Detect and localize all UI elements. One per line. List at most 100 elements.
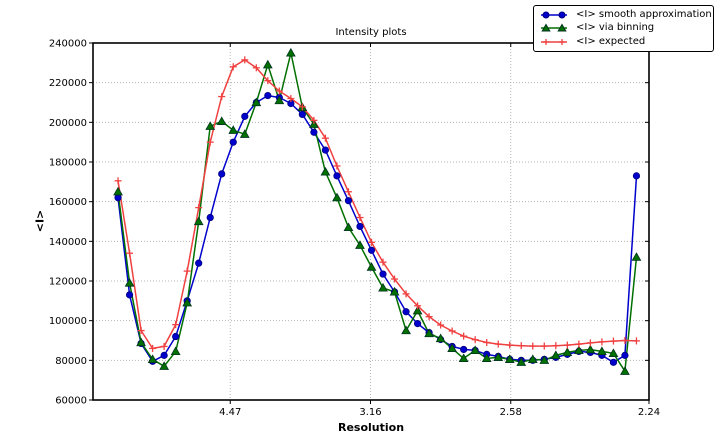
marker-triangle xyxy=(562,347,573,356)
chart-title: Intensity plots xyxy=(335,27,407,38)
marker-circle xyxy=(413,320,422,328)
marker-circle xyxy=(367,246,376,254)
marker-triangle xyxy=(193,216,204,226)
y-tick-label: 80000 xyxy=(55,356,87,367)
marker-triangle xyxy=(262,59,273,69)
marker-circle xyxy=(160,351,168,359)
y-tick-label: 100000 xyxy=(49,316,87,327)
legend-marker-circle-icon xyxy=(541,11,567,19)
marker-triangle xyxy=(170,346,181,356)
series-line-2 xyxy=(117,59,637,350)
marker-triangle xyxy=(435,333,446,343)
y-axis-label: <I> xyxy=(33,209,47,233)
marker-circle xyxy=(218,170,226,178)
marker-triangle xyxy=(527,354,538,363)
marker-triangle xyxy=(493,352,504,361)
x-tick-label: 4.47 xyxy=(219,407,241,418)
marker-triangle xyxy=(182,297,193,307)
marker-triangle xyxy=(504,354,515,363)
marker-triangle xyxy=(205,121,216,130)
y-tick-label: 200000 xyxy=(49,118,87,129)
marker-circle xyxy=(241,112,249,120)
marker-triangle xyxy=(481,353,492,362)
marker-circle xyxy=(621,351,629,359)
marker-triangle xyxy=(539,355,550,364)
marker-circle xyxy=(114,194,122,202)
legend-marker-triangle-icon xyxy=(541,23,567,32)
marker-triangle xyxy=(412,305,423,315)
marker-triangle xyxy=(159,361,170,370)
y-tick-label: 120000 xyxy=(49,277,87,288)
marker-circle xyxy=(206,213,214,222)
legend-item-2: <I> expected xyxy=(539,36,708,49)
marker-circle xyxy=(229,138,237,146)
marker-circle xyxy=(379,270,387,278)
marker-triangle xyxy=(228,125,239,134)
legend-marker-plus-icon xyxy=(541,39,567,46)
marker-triangle xyxy=(285,47,296,57)
marker-triangle xyxy=(113,186,123,196)
legend-label: <I> via binning xyxy=(576,22,655,34)
y-tick-label: 220000 xyxy=(49,78,87,89)
marker-circle xyxy=(344,197,353,205)
marker-triangle xyxy=(343,222,354,232)
marker-triangle xyxy=(239,129,250,138)
marker-triangle xyxy=(585,344,596,354)
marker-triangle xyxy=(389,286,400,296)
marker-triangle xyxy=(631,252,642,261)
marker-triangle xyxy=(355,240,365,249)
marker-circle xyxy=(333,172,341,180)
y-tick-label: 60000 xyxy=(55,396,87,407)
x-tick-label: 3.16 xyxy=(359,407,381,418)
legend-label: <I> expected xyxy=(576,36,646,48)
marker-triangle xyxy=(401,325,411,335)
y-tick-label: 180000 xyxy=(49,158,87,169)
marker-circle xyxy=(195,259,203,267)
marker-circle xyxy=(172,332,180,341)
marker-circle xyxy=(460,345,468,354)
marker-triangle xyxy=(447,343,458,353)
marker-circle xyxy=(264,91,272,100)
marker-triangle xyxy=(274,95,285,105)
marker-triangle xyxy=(320,166,331,176)
axes-frame xyxy=(92,42,650,401)
marker-circle xyxy=(402,308,410,316)
marker-triangle xyxy=(597,346,607,356)
marker-triangle xyxy=(124,277,135,287)
marker-triangle xyxy=(424,328,434,338)
marker-circle xyxy=(321,146,330,154)
marker-triangle xyxy=(251,97,262,107)
marker-circle xyxy=(632,172,641,180)
marker-triangle xyxy=(378,282,388,292)
marker-triangle xyxy=(458,353,469,362)
marker-triangle xyxy=(332,192,342,202)
marker-triangle xyxy=(136,337,146,347)
legend: <I> smooth approximation <I> via binning <… xyxy=(533,5,714,52)
marker-triangle xyxy=(620,366,630,375)
marker-triangle xyxy=(147,354,158,363)
y-tick-label: 140000 xyxy=(49,237,87,248)
y-tick-label: 240000 xyxy=(49,39,87,50)
legend-label: <I> smooth approximation xyxy=(576,8,712,20)
marker-triangle xyxy=(516,357,527,366)
legend-item-0: <I> smooth approximation xyxy=(539,8,712,21)
series-line-0 xyxy=(117,94,638,364)
marker-triangle xyxy=(216,116,227,125)
series-line-1 xyxy=(117,52,638,372)
marker-triangle xyxy=(608,348,619,357)
marker-triangle xyxy=(366,262,377,271)
marker-circle xyxy=(298,110,306,119)
x-tick-label: 2.24 xyxy=(638,407,660,418)
y-tick-label: 160000 xyxy=(49,197,87,208)
marker-circle xyxy=(125,291,134,299)
marker-triangle xyxy=(573,345,584,355)
marker-triangle xyxy=(470,345,481,355)
marker-circle xyxy=(356,222,364,231)
x-axis-label: Resolution xyxy=(337,421,405,434)
marker-triangle xyxy=(550,350,561,359)
marker-circle xyxy=(310,128,318,136)
x-tick-label: 2.58 xyxy=(500,407,522,418)
legend-item-1: <I> via binning xyxy=(539,22,708,35)
